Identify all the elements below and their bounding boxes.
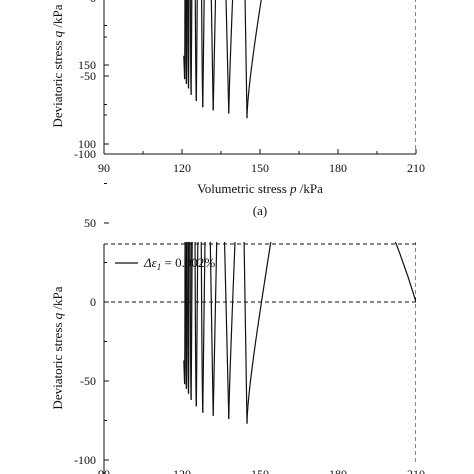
y-tick-marks [104,36,109,155]
x-tick-labels: 90 120 150 180 210 [98,161,425,175]
series-segment-load [209,242,214,416]
x-tick-label: 210 [407,161,425,175]
x-axis-label-text: Volumetric stress [197,181,290,196]
y-tick-label: 0 [90,295,96,309]
series-segment-load [223,242,230,419]
y-tick-label: 100 [78,137,96,151]
x-tick-label: 90 [98,467,110,474]
x-tick-label: 120 [173,467,191,474]
y-tick-label: 0 [90,0,96,5]
legend-prefix: Δε [143,255,158,270]
series-segment-load [185,242,188,389]
series-segment-unload [184,242,186,385]
series-segment-unload [212,0,216,111]
chart-panel-b: 90 120 150 180 210 -100 -50 0 50 100 150… [50,25,425,474]
plot-frame [103,243,416,474]
series-segment-unload [195,242,199,407]
series-segment-unload [212,242,218,416]
series-segment-unload [187,0,190,89]
series-segment-load [187,0,190,89]
series-segment-load [189,0,192,95]
stress-path-series [183,242,416,424]
x-tick-label: 90 [98,161,110,175]
series-segment-unload [187,242,190,394]
series-segment-unload [184,0,186,80]
series-segment-unload [190,0,193,95]
x-axis-label: Volumetric stress p /kPa [197,181,323,196]
y-axis-symbol: q [50,312,65,319]
x-tick-label: 150 [251,161,269,175]
series-segment-unload [228,242,236,419]
y-axis-label-text: Deviatoric stress [50,319,65,409]
series-segment-load [225,0,230,114]
series-segment-unload [185,242,188,389]
stress-path-series [183,0,262,119]
series-segment-unload [246,242,272,424]
y-tick-label: -100 [74,147,96,161]
series-segment-load [244,0,248,119]
y-tick-labels: -100 -50 0 50 [74,0,96,161]
x-tick-label: 180 [329,161,347,175]
legend-subscript: 1 [157,262,162,272]
plot-area [183,0,416,154]
x-tick-labels: 90 120 150 180 210 [98,467,425,474]
series-segment-initial [394,242,416,303]
series-segment-load [201,0,204,108]
y-axis-unit: /kPa [50,286,65,313]
y-tick-label: 150 [78,58,96,72]
plot-frame [103,0,416,155]
series-segment-load [194,242,197,407]
x-tick-label: 210 [407,467,425,474]
series-segment-load [200,242,204,413]
series-segment-unload [185,0,188,84]
x-tick-label: 120 [173,161,191,175]
y-tick-label: -50 [80,69,96,83]
chart-panel-a: 90 120 150 180 210 -100 -50 0 50 Deviato… [50,0,425,218]
legend: Δε1 = 0.002% [115,255,215,272]
series-segment-unload [202,242,206,413]
series-segment-load [189,242,192,400]
x-tick-marks [103,149,417,154]
y-tick-labels: -100 -50 0 50 100 150 [74,58,96,467]
series-segment-load [185,0,188,84]
x-axis-unit: /kPa [297,181,324,196]
x-axis-symbol: p [289,181,297,196]
series-segment-load [194,0,197,101]
x-tick-label: 180 [329,467,347,474]
y-tick-marks [104,25,109,461]
y-tick-label: -100 [74,453,96,467]
panel-label: (a) [253,203,267,218]
plot-area [104,242,416,462]
x-tick-label: 150 [251,467,269,474]
y-tick-label: 50 [84,216,96,230]
y-axis-unit: /kPa [50,4,65,31]
series-segment-unload [195,0,198,101]
series-segment-load [243,242,248,424]
y-axis-label-text: Deviatoric stress [50,37,65,127]
series-segment-unload [202,0,205,108]
series-segment-tail [183,55,186,80]
y-axis-label: Deviatoric stress q /kPa [50,286,65,409]
series-segment-load [210,0,214,111]
series-segment-unload [228,0,234,114]
series-segment-unload [190,242,193,400]
series-segment-tail [183,360,186,385]
y-axis-symbol: q [50,30,65,37]
y-tick-label: -50 [80,374,96,388]
series-segment-load [187,242,190,394]
y-axis-label: Deviatoric stress q /kPa [50,4,65,127]
series-segment-unload [246,0,262,119]
